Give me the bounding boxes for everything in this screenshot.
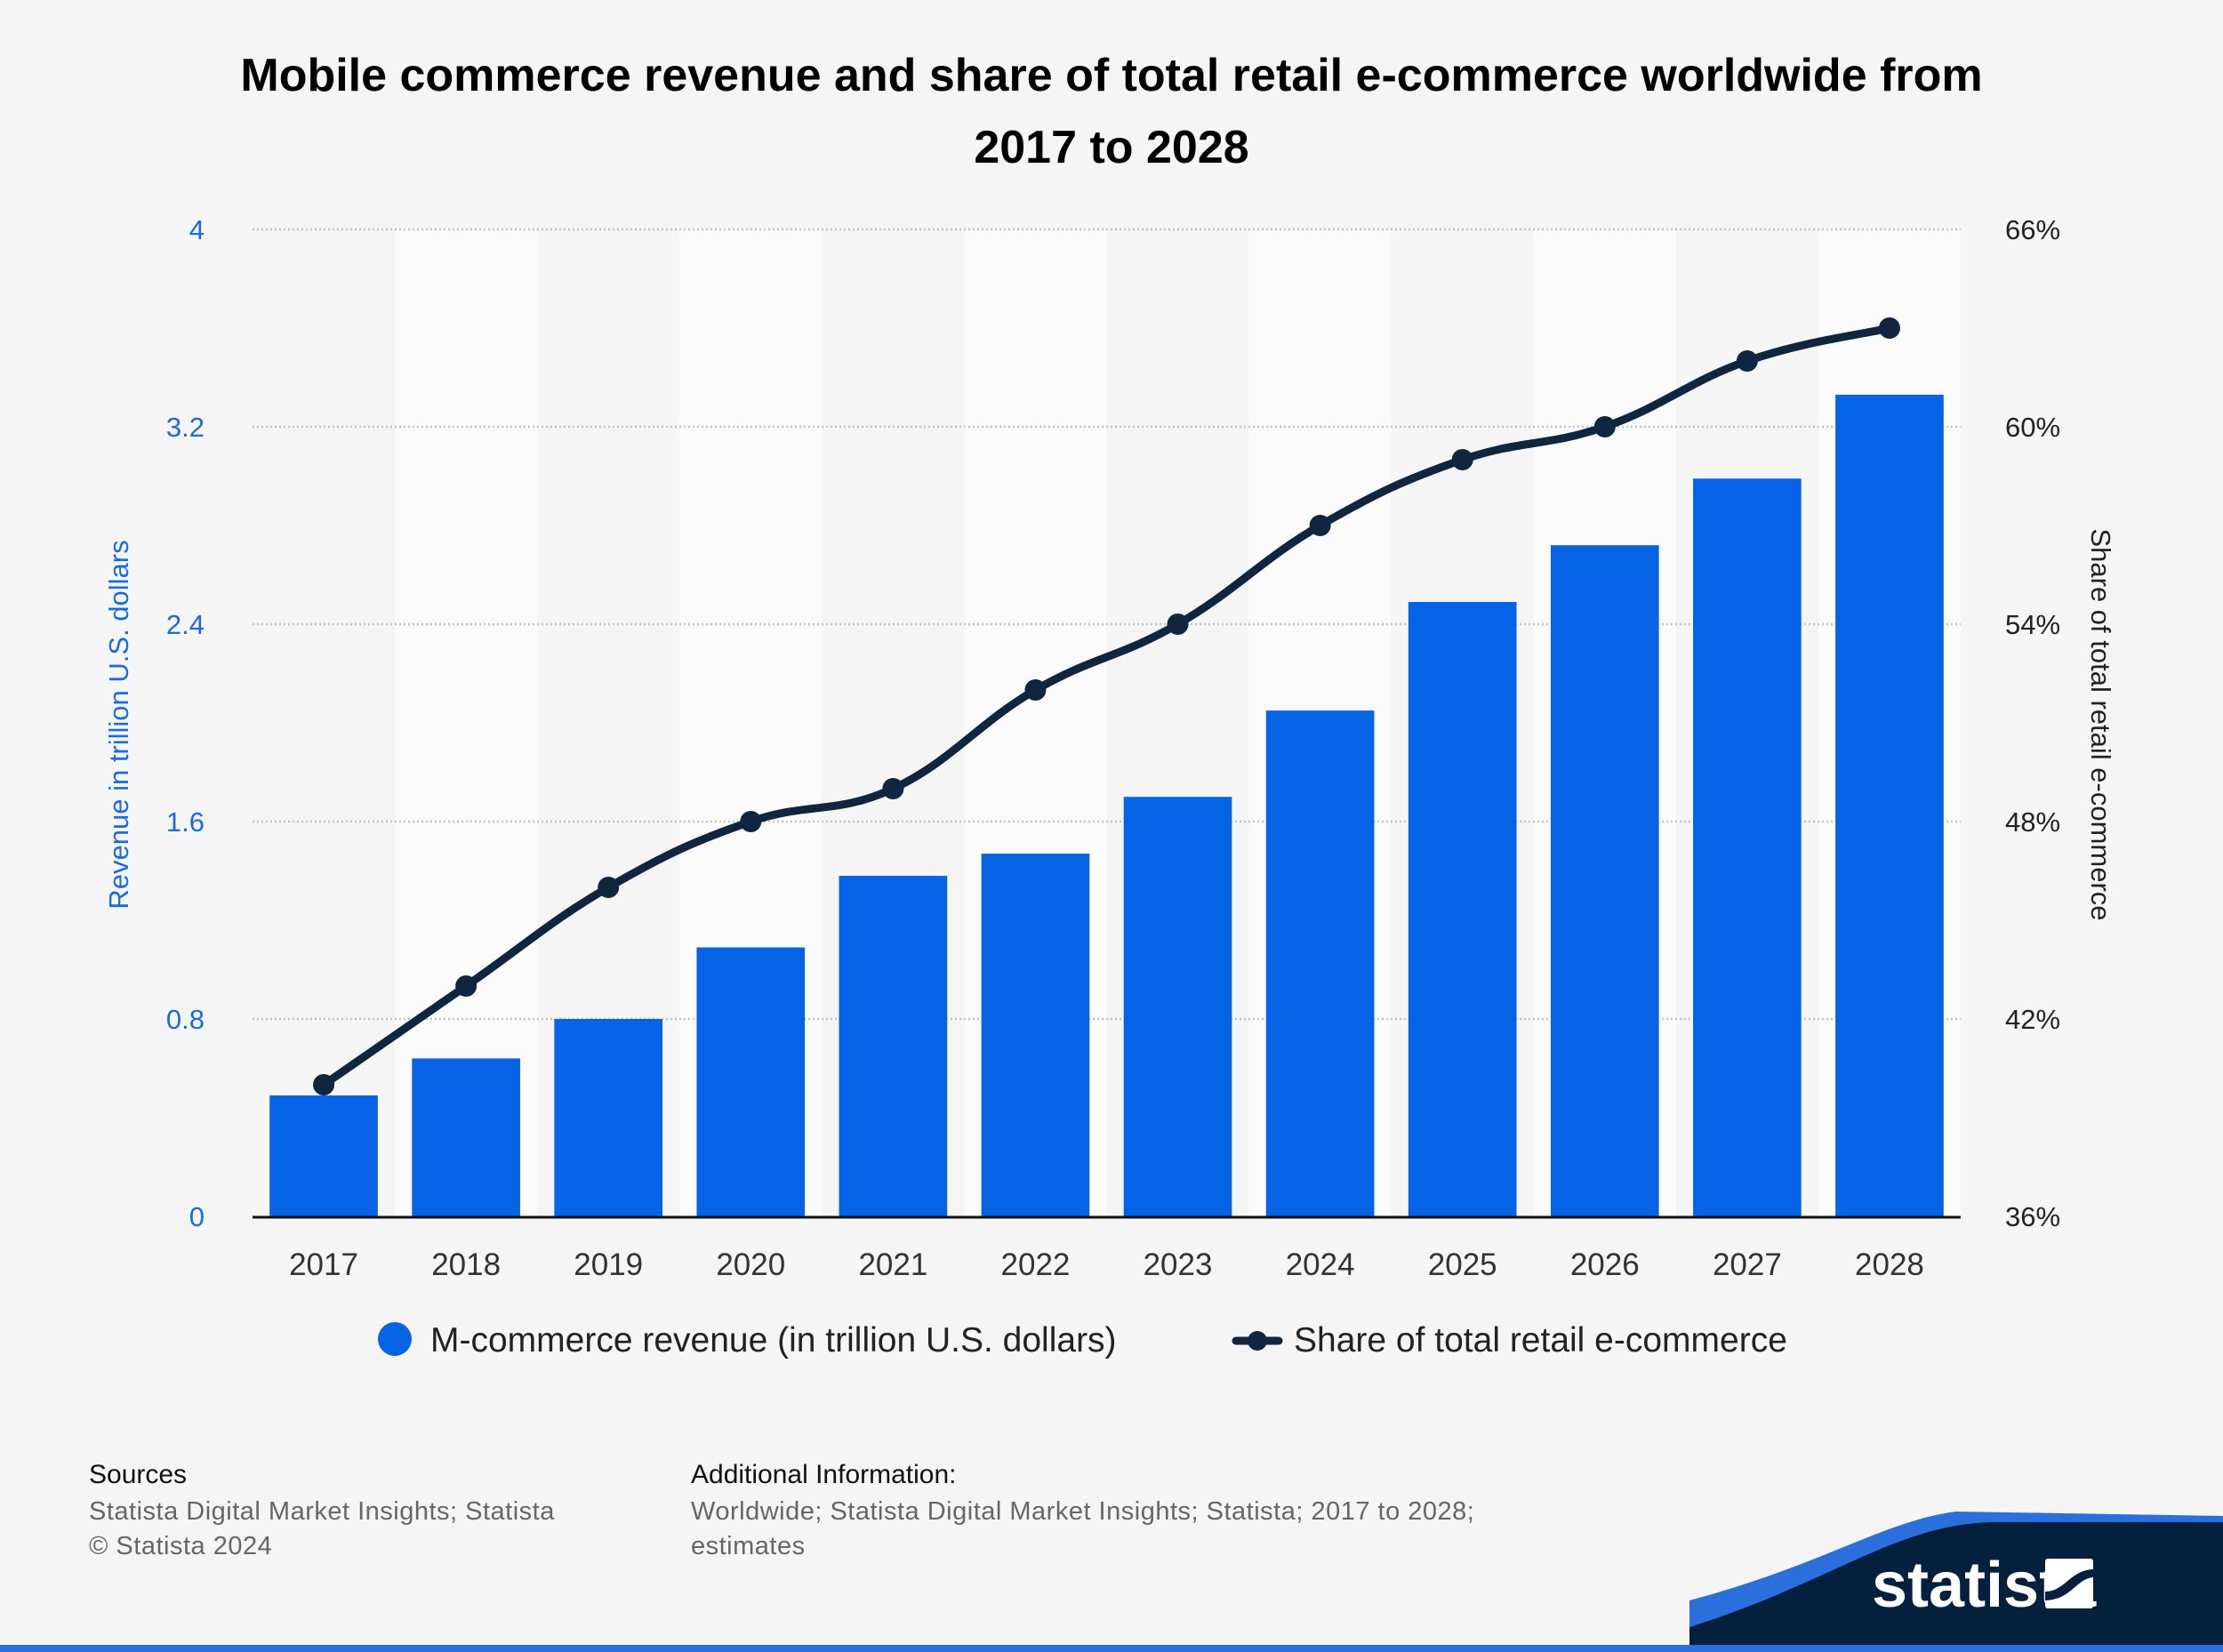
- x-tick-label: 2021: [858, 1247, 927, 1282]
- x-tick-label: 2028: [1855, 1247, 1924, 1282]
- chart-title-line-1: Mobile commerce revenue and share of tot…: [240, 50, 1982, 101]
- share-point[interactable]: [1736, 350, 1758, 372]
- revenue-bar[interactable]: [1550, 545, 1659, 1216]
- legend-line-marker: [1248, 1331, 1267, 1351]
- revenue-bars: [269, 394, 1944, 1216]
- share-point[interactable]: [1309, 515, 1331, 536]
- x-tick-label: 2023: [1144, 1247, 1213, 1282]
- chart-title-line-2: 2017 to 2028: [974, 122, 1248, 173]
- share-point[interactable]: [598, 877, 620, 898]
- left-tick-label: 1.6: [166, 806, 205, 838]
- revenue-bar[interactable]: [1123, 797, 1232, 1216]
- statista-logo-banner[interactable]: statista: [0, 1512, 2223, 1652]
- right-tick-label: 36%: [2005, 1201, 2060, 1232]
- share-point[interactable]: [1024, 679, 1047, 701]
- share-point[interactable]: [1878, 317, 1900, 339]
- x-tick-label: 2017: [289, 1247, 358, 1282]
- share-point[interactable]: [882, 778, 904, 799]
- left-axis-label: Revenue in trillion U.S. dollars: [103, 540, 134, 909]
- revenue-bar[interactable]: [412, 1058, 520, 1216]
- gridlines: [253, 228, 1961, 1021]
- column-band: [395, 229, 538, 1216]
- sources-text: Statista Digital Market Insights; Statis…: [89, 1497, 555, 1526]
- right-tick-label: 54%: [2005, 609, 2060, 640]
- revenue-bar[interactable]: [981, 854, 1090, 1216]
- share-point[interactable]: [455, 975, 478, 997]
- x-tick-label: 2020: [716, 1247, 785, 1282]
- revenue-bar[interactable]: [1835, 394, 1944, 1216]
- additional-info-line-2: estimates: [691, 1532, 806, 1560]
- right-tick-label: 60%: [2005, 412, 2060, 443]
- revenue-bar[interactable]: [1693, 478, 1802, 1216]
- legend-line-label[interactable]: Share of total retail e-commerce: [1294, 1321, 1787, 1359]
- share-line: [313, 317, 1900, 1095]
- revenue-bar[interactable]: [269, 1095, 378, 1216]
- revenue-bar[interactable]: [1408, 602, 1517, 1216]
- share-point[interactable]: [313, 1074, 335, 1095]
- revenue-bar[interactable]: [696, 947, 806, 1216]
- left-tick-label: 2.4: [166, 609, 205, 640]
- statista-logo-icon: [2045, 1559, 2093, 1608]
- right-axis-label: Share of total retail e-commerce: [2085, 528, 2116, 920]
- sources-heading[interactable]: Sources: [89, 1460, 187, 1489]
- legend: M-commerce revenue (in trillion U.S. dol…: [378, 1321, 1787, 1359]
- copyright: © Statista 2024: [89, 1532, 272, 1560]
- footer: Sources Statista Digital Market Insights…: [89, 1460, 1474, 1560]
- revenue-bar[interactable]: [1265, 710, 1375, 1216]
- left-tick-label: 3.2: [166, 412, 205, 443]
- x-tick-label: 2018: [431, 1247, 501, 1282]
- share-point[interactable]: [1451, 449, 1473, 470]
- right-tick-label: 42%: [2005, 1004, 2060, 1035]
- revenue-bar[interactable]: [839, 876, 948, 1216]
- x-tick-label: 2024: [1286, 1247, 1355, 1282]
- right-tick-label: 66%: [2005, 214, 2060, 245]
- right-axis-ticks: 36% 42% 48% 54% 60% 66%: [2005, 214, 2060, 1232]
- revenue-bar[interactable]: [554, 1019, 663, 1216]
- share-point[interactable]: [1593, 416, 1616, 437]
- left-tick-label: 0: [189, 1201, 205, 1232]
- legend-bar-swatch[interactable]: [378, 1322, 412, 1356]
- additional-info-line-1: Worldwide; Statista Digital Market Insig…: [691, 1497, 1474, 1526]
- x-tick-label: 2025: [1428, 1247, 1497, 1282]
- x-tick-label: 2026: [1570, 1247, 1640, 1282]
- share-point[interactable]: [740, 811, 762, 832]
- x-axis-ticks: 2017 2018 2019 2020 2021 2022 2023 2024 2025 2026…: [289, 1247, 1924, 1282]
- x-tick-label: 2022: [1001, 1247, 1071, 1282]
- x-tick-label: 2019: [574, 1247, 643, 1282]
- additional-info-heading[interactable]: Additional Information:: [691, 1460, 957, 1489]
- left-axis-ticks: 0 0.8 1.6 2.4 3.2 4: [166, 214, 205, 1232]
- left-tick-label: 4: [189, 214, 205, 245]
- x-tick-label: 2027: [1713, 1247, 1782, 1282]
- legend-bar-label[interactable]: M-commerce revenue (in trillion U.S. dol…: [430, 1321, 1117, 1359]
- banner-bottom-strip: [0, 1645, 2223, 1652]
- right-tick-label: 48%: [2005, 806, 2060, 838]
- left-tick-label: 0.8: [166, 1004, 205, 1035]
- share-point[interactable]: [1167, 613, 1189, 635]
- banner-dark-wave: [1689, 1522, 2223, 1645]
